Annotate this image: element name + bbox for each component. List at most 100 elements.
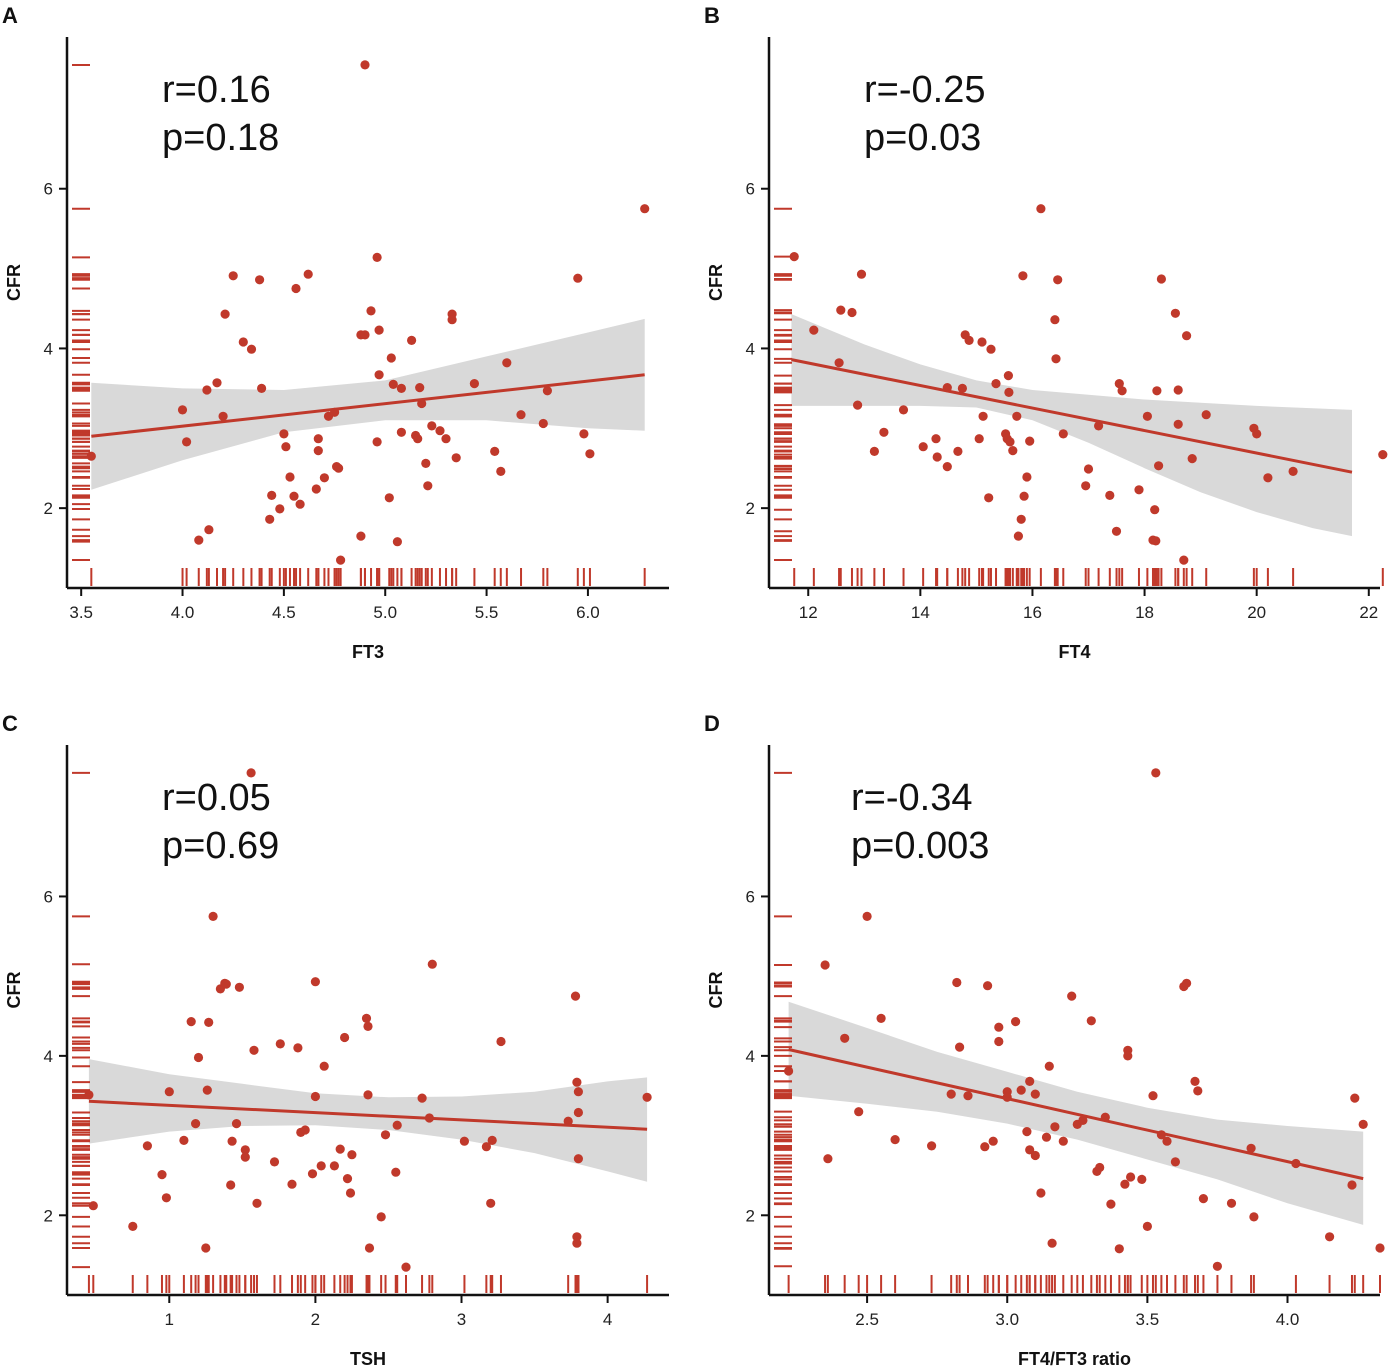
data-point bbox=[1142, 1221, 1152, 1231]
data-point bbox=[212, 378, 222, 388]
data-point bbox=[1193, 1086, 1203, 1096]
data-point bbox=[447, 315, 457, 325]
data-point bbox=[1375, 1243, 1385, 1253]
data-point bbox=[964, 335, 974, 345]
data-point bbox=[1123, 1051, 1133, 1061]
data-point bbox=[356, 531, 366, 541]
data-point bbox=[1173, 419, 1183, 429]
data-point bbox=[957, 383, 968, 393]
x-tick-label: 3.5 bbox=[1136, 1310, 1160, 1329]
data-point bbox=[573, 1154, 584, 1164]
data-point bbox=[228, 271, 238, 281]
data-point bbox=[128, 1221, 138, 1231]
data-point bbox=[1198, 1194, 1208, 1204]
data-point bbox=[319, 1061, 329, 1071]
data-point bbox=[307, 1169, 318, 1179]
regression-line bbox=[91, 373, 645, 438]
data-point bbox=[421, 458, 431, 468]
data-point bbox=[246, 768, 256, 778]
data-point bbox=[1036, 204, 1046, 214]
data-point bbox=[918, 442, 928, 452]
data-point bbox=[1058, 1136, 1068, 1146]
data-point bbox=[1081, 481, 1091, 491]
data-point bbox=[267, 490, 277, 500]
x-tick-label: 16 bbox=[1023, 603, 1042, 622]
data-point bbox=[279, 429, 289, 439]
regression-line bbox=[788, 1048, 1364, 1181]
data-point bbox=[1041, 1132, 1052, 1142]
data-point bbox=[481, 1142, 491, 1152]
data-point bbox=[319, 473, 329, 483]
x-tick-label: 4.0 bbox=[171, 603, 195, 622]
data-point bbox=[275, 1039, 285, 1049]
data-point bbox=[388, 379, 398, 389]
x-tick-label: 6.0 bbox=[576, 603, 600, 622]
x-tick-label: 1 bbox=[165, 1310, 174, 1329]
data-point bbox=[291, 283, 301, 294]
data-point bbox=[374, 370, 384, 380]
data-point bbox=[789, 252, 799, 262]
data-point bbox=[1018, 271, 1028, 281]
data-point bbox=[415, 383, 425, 393]
data-point bbox=[234, 982, 244, 992]
data-point bbox=[392, 1120, 402, 1130]
data-point bbox=[334, 463, 344, 473]
data-point bbox=[246, 344, 257, 354]
y-tick-label: 6 bbox=[746, 887, 755, 906]
data-point bbox=[313, 446, 323, 456]
data-point bbox=[88, 1201, 98, 1211]
data-point bbox=[573, 273, 583, 283]
data-point bbox=[204, 525, 214, 535]
panel-letter: A bbox=[2, 3, 18, 28]
y-tick-label: 2 bbox=[44, 499, 53, 518]
data-point bbox=[208, 911, 218, 922]
data-point bbox=[364, 1243, 375, 1253]
data-point bbox=[1016, 514, 1026, 524]
data-point bbox=[890, 1135, 900, 1145]
data-point bbox=[1134, 485, 1144, 495]
data-point bbox=[240, 1152, 250, 1162]
data-point bbox=[563, 1116, 573, 1126]
data-point bbox=[942, 462, 952, 472]
x-tick-label: 3.5 bbox=[69, 603, 93, 622]
y-tick-label: 6 bbox=[44, 180, 53, 199]
x-tick-label: 4.5 bbox=[272, 603, 296, 622]
y-tick-label: 4 bbox=[746, 339, 755, 358]
data-point bbox=[1378, 450, 1388, 460]
data-point bbox=[1083, 464, 1094, 474]
data-point bbox=[1246, 1143, 1256, 1153]
data-point bbox=[386, 353, 396, 363]
x-tick-label: 3 bbox=[457, 1310, 466, 1329]
data-point bbox=[1137, 1174, 1147, 1184]
data-point bbox=[255, 275, 265, 285]
data-point bbox=[1170, 308, 1180, 318]
data-point bbox=[363, 1021, 373, 1031]
data-point bbox=[1350, 1093, 1360, 1103]
data-point bbox=[1011, 1017, 1021, 1027]
data-point bbox=[1173, 385, 1183, 395]
x-tick-label: 4.0 bbox=[1276, 1310, 1300, 1329]
data-point bbox=[496, 466, 506, 476]
data-point bbox=[427, 421, 437, 431]
data-point bbox=[927, 1141, 937, 1151]
data-point bbox=[376, 1212, 386, 1222]
data-point bbox=[142, 1141, 152, 1151]
data-point bbox=[994, 1036, 1004, 1047]
data-point bbox=[1162, 1136, 1172, 1146]
data-point bbox=[974, 434, 984, 444]
data-point bbox=[316, 1161, 326, 1171]
x-tick-label: 3.0 bbox=[995, 1310, 1019, 1329]
y-tick-label: 2 bbox=[746, 1206, 755, 1225]
data-point bbox=[310, 977, 320, 987]
data-point bbox=[182, 437, 192, 447]
data-point bbox=[1008, 446, 1018, 456]
y-axis-title: CFR bbox=[706, 264, 726, 301]
regression-line bbox=[88, 1099, 648, 1131]
stat-p: p=0.18 bbox=[162, 117, 279, 159]
data-point bbox=[179, 1135, 189, 1145]
data-point bbox=[366, 306, 376, 316]
data-point bbox=[194, 535, 204, 545]
data-point bbox=[221, 979, 231, 989]
data-point bbox=[823, 1154, 833, 1164]
data-point bbox=[275, 504, 285, 514]
